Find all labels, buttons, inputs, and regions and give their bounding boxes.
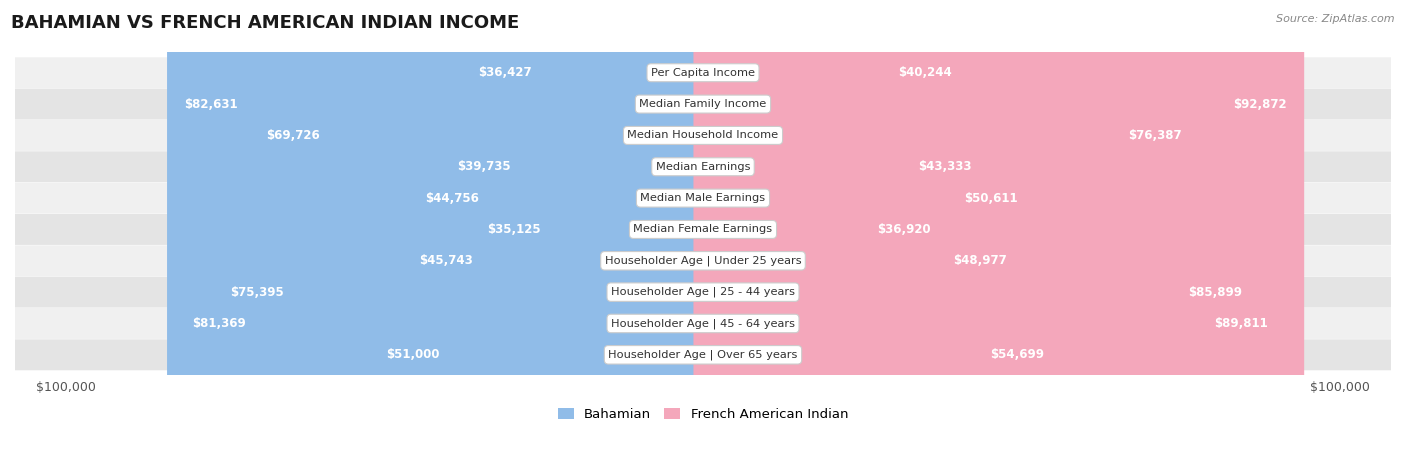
Text: Source: ZipAtlas.com: Source: ZipAtlas.com (1277, 14, 1395, 24)
FancyBboxPatch shape (408, 0, 713, 467)
FancyBboxPatch shape (15, 214, 1391, 245)
FancyBboxPatch shape (693, 0, 1025, 467)
FancyBboxPatch shape (693, 0, 969, 467)
Text: $82,631: $82,631 (184, 98, 238, 111)
Text: $45,743: $45,743 (419, 255, 472, 267)
Text: Householder Age | Under 25 years: Householder Age | Under 25 years (605, 255, 801, 266)
Text: $89,811: $89,811 (1213, 317, 1267, 330)
FancyBboxPatch shape (693, 0, 1260, 467)
Text: Median Female Earnings: Median Female Earnings (634, 225, 772, 234)
FancyBboxPatch shape (15, 183, 1391, 213)
FancyBboxPatch shape (176, 0, 713, 467)
Text: $76,387: $76,387 (1129, 129, 1182, 142)
Text: $54,699: $54,699 (990, 348, 1043, 361)
Legend: Bahamian, French American Indian: Bahamian, French American Indian (553, 403, 853, 427)
FancyBboxPatch shape (693, 0, 1285, 467)
Text: $48,977: $48,977 (953, 255, 1007, 267)
FancyBboxPatch shape (693, 0, 1199, 467)
FancyBboxPatch shape (15, 120, 1391, 151)
FancyBboxPatch shape (440, 0, 713, 467)
FancyBboxPatch shape (15, 276, 1391, 308)
Text: Householder Age | Over 65 years: Householder Age | Over 65 years (609, 350, 797, 360)
Text: $44,756: $44,756 (426, 191, 479, 205)
FancyBboxPatch shape (693, 0, 988, 467)
FancyBboxPatch shape (214, 0, 713, 467)
Text: BAHAMIAN VS FRENCH AMERICAN INDIAN INCOME: BAHAMIAN VS FRENCH AMERICAN INDIAN INCOM… (11, 14, 519, 32)
FancyBboxPatch shape (693, 0, 1305, 467)
FancyBboxPatch shape (167, 0, 713, 467)
FancyBboxPatch shape (693, 0, 1035, 467)
Text: Median Household Income: Median Household Income (627, 130, 779, 141)
Text: $35,125: $35,125 (486, 223, 540, 236)
FancyBboxPatch shape (402, 0, 713, 467)
Text: $81,369: $81,369 (193, 317, 246, 330)
FancyBboxPatch shape (15, 245, 1391, 276)
FancyBboxPatch shape (15, 308, 1391, 339)
FancyBboxPatch shape (15, 151, 1391, 182)
FancyBboxPatch shape (693, 0, 948, 467)
FancyBboxPatch shape (15, 89, 1391, 120)
Text: Median Family Income: Median Family Income (640, 99, 766, 109)
Text: $50,611: $50,611 (965, 191, 1018, 205)
Text: $36,920: $36,920 (877, 223, 931, 236)
Text: Median Earnings: Median Earnings (655, 162, 751, 172)
Text: $40,244: $40,244 (898, 66, 952, 79)
FancyBboxPatch shape (693, 0, 1062, 467)
FancyBboxPatch shape (15, 340, 1391, 370)
Text: Householder Age | 25 - 44 years: Householder Age | 25 - 44 years (612, 287, 794, 297)
Text: $43,333: $43,333 (918, 160, 972, 173)
Text: $39,735: $39,735 (457, 160, 512, 173)
FancyBboxPatch shape (368, 0, 713, 467)
FancyBboxPatch shape (15, 57, 1391, 88)
Text: Median Male Earnings: Median Male Earnings (641, 193, 765, 203)
Text: $92,872: $92,872 (1233, 98, 1286, 111)
Text: $69,726: $69,726 (267, 129, 321, 142)
Text: $36,427: $36,427 (478, 66, 533, 79)
FancyBboxPatch shape (249, 0, 713, 467)
FancyBboxPatch shape (470, 0, 713, 467)
Text: $51,000: $51,000 (385, 348, 439, 361)
Text: Householder Age | 45 - 64 years: Householder Age | 45 - 64 years (612, 318, 794, 329)
Text: $75,395: $75,395 (231, 286, 284, 298)
FancyBboxPatch shape (461, 0, 713, 467)
Text: $85,899: $85,899 (1188, 286, 1243, 298)
Text: Per Capita Income: Per Capita Income (651, 68, 755, 78)
